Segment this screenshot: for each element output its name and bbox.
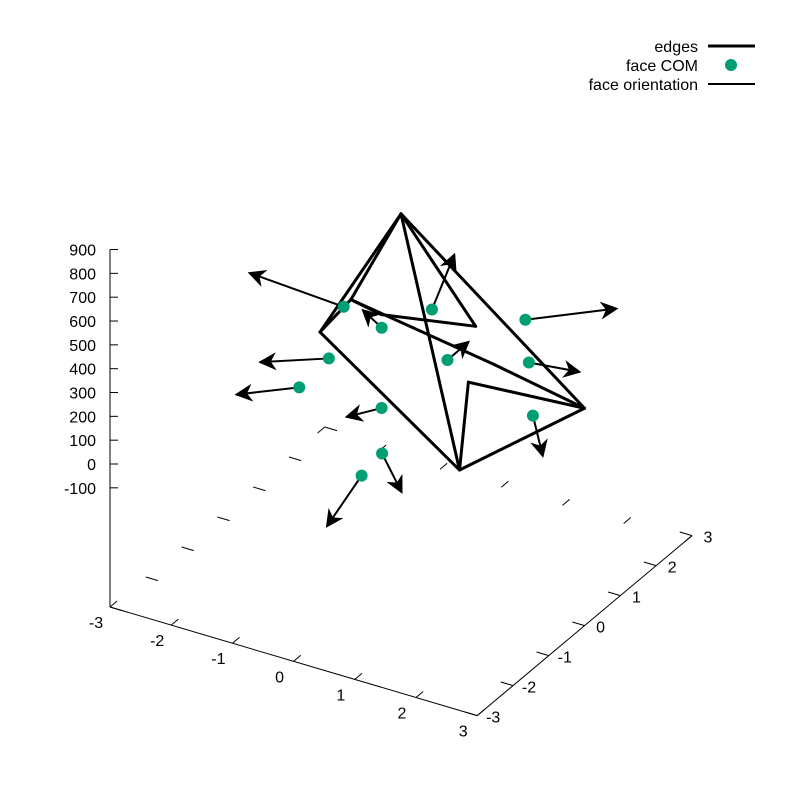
x-tick-mark [109,600,118,608]
edge-line [379,313,478,328]
face-orientation-arrow [431,252,457,310]
edge-line [318,330,462,472]
face-com-point [375,402,388,415]
z-tick-label: 900 [69,243,96,260]
z-tick-label: 300 [69,386,96,403]
x-tick-mark-far [317,426,326,434]
legend-entry-edges: edges [654,39,755,56]
y-tick-label: 3 [704,530,713,547]
y-tick-mark-far [145,576,159,582]
y-tick-label: -3 [486,710,500,727]
face-orientation-arrow [530,415,548,458]
face-orientation-arrow [381,453,403,494]
z-tick-label: 800 [69,266,96,283]
legend-label-face-com: face COM [626,58,698,75]
z-tick-label: 500 [69,338,96,355]
edge-line [399,212,478,328]
face-orientation-arrows [234,252,619,528]
edge-line [349,212,403,302]
y-tick-mark-far [109,606,123,612]
y-tick-label: 0 [596,620,605,637]
face-com-points [293,300,539,482]
face-com-point [441,354,454,367]
x-tick-mark [293,654,302,662]
z-tick-label: 700 [69,290,96,307]
x-tick-label: -1 [211,651,225,668]
x-tick-label: -2 [150,633,164,650]
edge-line [399,212,586,410]
x-tick-label: 2 [398,706,407,723]
x-tick-mark [232,636,240,644]
y-tick-mark-far [253,486,266,492]
y-tick-mark [464,711,478,717]
legend-entry-face-orientation: face orientation [589,77,755,94]
legend-swatch-face-com [725,59,737,71]
x-tick-mark-far [623,517,632,524]
x-tick-label: -3 [89,615,103,632]
edge-line [458,380,470,472]
face-com-point [375,321,388,334]
y-tick-mark [608,591,621,597]
face-com-point [526,409,539,422]
face-com-point [519,313,532,326]
legend: edges face COM face orientation [589,39,755,94]
face-com-point [293,381,306,394]
y-tick-label: 1 [632,590,641,607]
x-tick-mark-far [562,499,570,506]
face-com-point [425,303,438,316]
y-tick-mark-far [288,456,302,462]
x-tick-mark-far [684,535,693,542]
face-orientation-arrow [258,352,329,371]
face-orientation-arrow [525,301,619,321]
y-tick-mark-far [324,426,338,432]
face-com-point [337,300,350,313]
edge-line [399,212,462,472]
x-tick-mark [476,709,485,716]
edge-line [318,212,403,334]
y-tick-mark [643,561,657,567]
face-orientation-arrow [247,269,345,308]
z-tick-label: 400 [69,362,96,379]
face-orientation-arrow [344,404,382,422]
face-com-point [355,469,368,482]
face-com-point [522,356,535,369]
x-tick-label: 0 [275,669,284,686]
z-tick-label: 100 [69,433,96,450]
face-orientation-arrow [528,360,582,378]
z-tick-label: 200 [69,409,96,426]
legend-entry-face-com: face COM [626,58,737,75]
x-tick-mark [170,618,179,626]
face-com-point [322,352,335,365]
edges [318,212,586,472]
face-orientation-arrow [234,383,300,402]
y-tick-mark-far [181,546,194,552]
x-tick-label: 1 [336,687,345,704]
y-tick-label: 2 [668,560,677,577]
y-tick-mark-far [217,516,230,522]
legend-label-face-orientation: face orientation [589,77,698,94]
face-com-point [376,447,389,460]
x-tick-mark-far [439,462,448,470]
y-tick-label: -2 [522,680,536,697]
x-tick-mark [415,691,424,698]
y-tick-label: -1 [558,650,572,667]
y-tick-mark [679,531,693,537]
y-tick-mark [572,621,585,627]
y-tick-mark [500,681,514,687]
x-tick-mark [354,673,363,680]
legend-label-edges: edges [654,39,698,56]
z-tick-label: 600 [69,314,96,331]
axes: -3 -2 -1 0 1 2 3 -3 -2 -1 0 1 2 3 -100 0 100 200 300 400 500… [64,243,713,741]
edge-line [458,406,586,472]
edge-line [492,362,586,410]
x-tick-mark-far [500,480,509,488]
z-tick-label: -100 [64,481,96,498]
x-tick-label: 3 [459,724,468,741]
edge-line [466,380,586,410]
z-tick-label: 0 [87,457,96,474]
y-tick-mark [536,651,549,657]
face-orientation-arrow [325,475,363,528]
